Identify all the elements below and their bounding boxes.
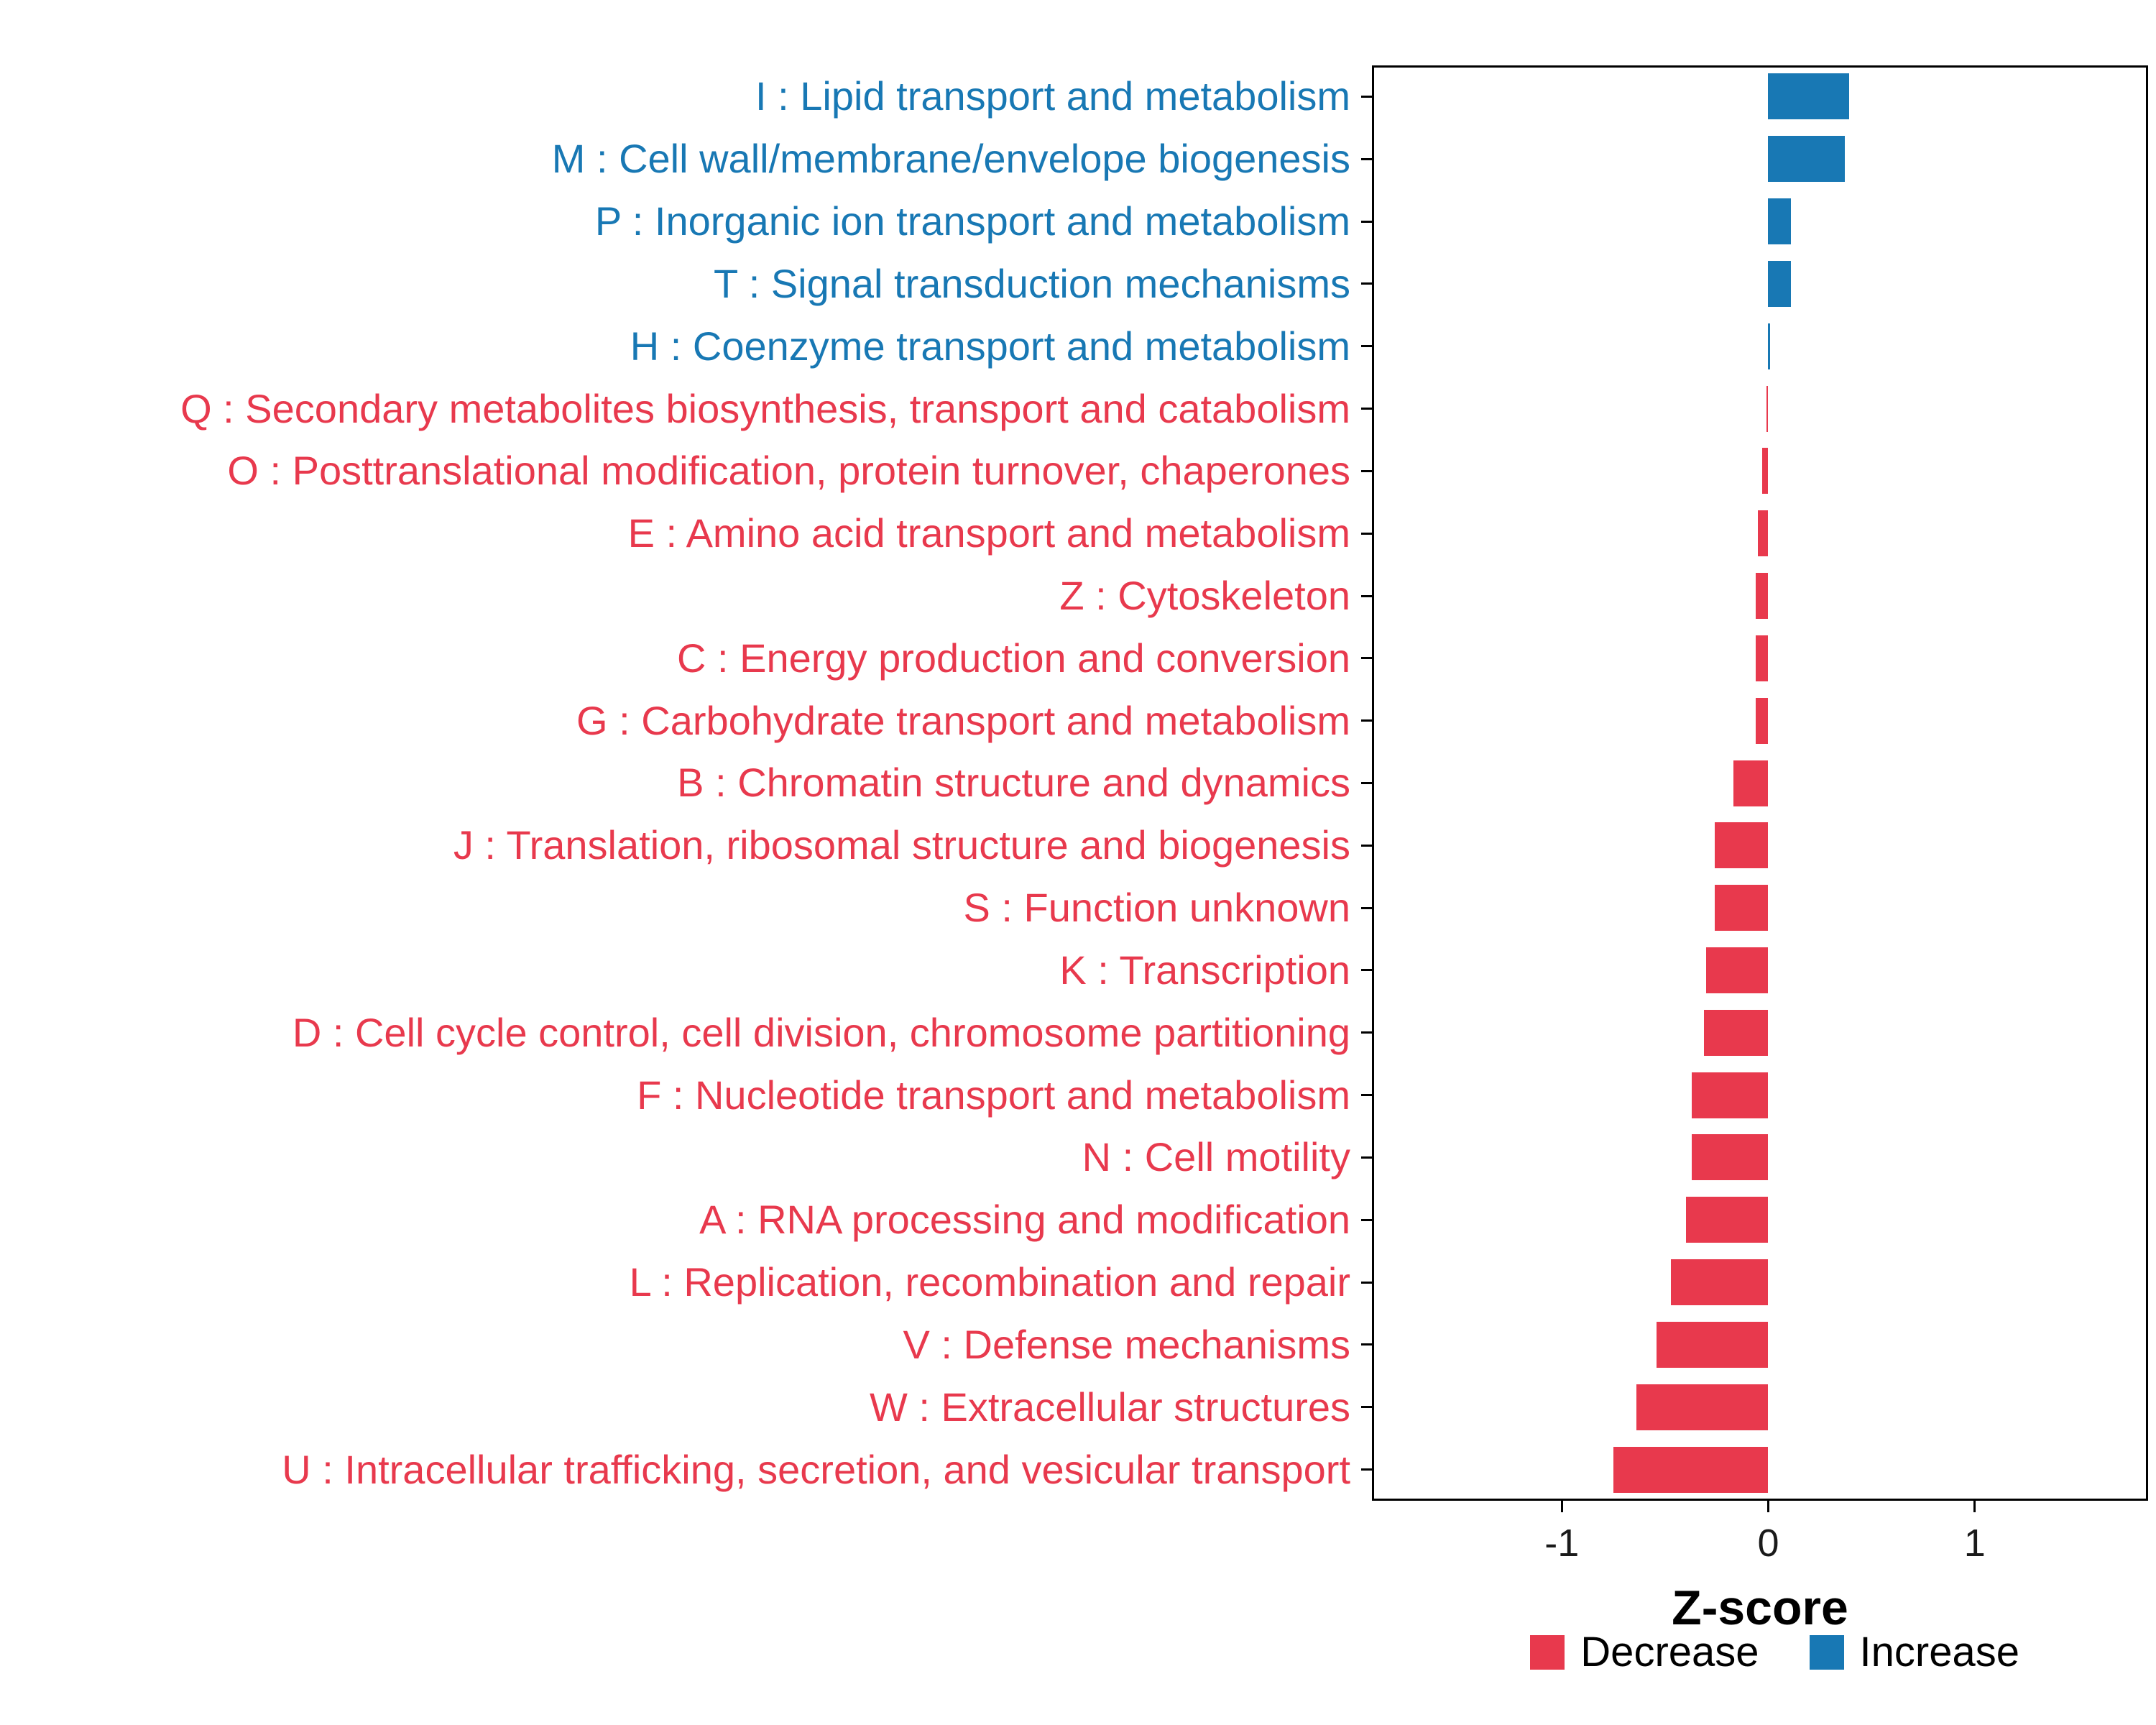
y-tick-mark: [1361, 532, 1372, 535]
legend-item: Increase: [1809, 1628, 2019, 1676]
bar: [1756, 697, 1769, 744]
category-label: B : Chromatin structure and dynamics: [677, 760, 1350, 806]
y-tick-mark: [1361, 1218, 1372, 1221]
bar: [1756, 573, 1769, 620]
x-tick-label: 1: [1963, 1522, 1986, 1565]
category-label: E : Amino acid transport and metabolism: [627, 510, 1350, 556]
bar: [1768, 260, 1792, 307]
legend-swatch: [1530, 1634, 1565, 1670]
bar: [1685, 1197, 1769, 1243]
bar: [1692, 1134, 1769, 1181]
category-label: M : Cell wall/membrane/envelope biogenes…: [551, 136, 1350, 182]
x-tick-label: 0: [1757, 1522, 1779, 1565]
y-tick-mark: [1361, 719, 1372, 722]
category-label: T : Signal transduction mechanisms: [713, 260, 1350, 306]
y-tick-mark: [1361, 782, 1372, 784]
category-label: V : Defense mechanisms: [903, 1321, 1350, 1367]
category-label: K : Transcription: [1059, 947, 1350, 993]
y-tick-mark: [1361, 906, 1372, 909]
y-tick-mark: [1361, 469, 1372, 472]
y-tick-mark: [1361, 1406, 1372, 1409]
y-tick-mark: [1361, 844, 1372, 847]
bar: [1706, 947, 1769, 993]
bar: [1761, 448, 1769, 494]
legend-label: Decrease: [1580, 1629, 1759, 1675]
y-tick-mark: [1361, 1094, 1372, 1097]
bar: [1657, 1321, 1769, 1368]
category-label: G : Carbohydrate transport and metabolis…: [576, 697, 1350, 743]
x-tick-label: -1: [1544, 1522, 1580, 1565]
bar: [1733, 760, 1769, 806]
y-tick-mark: [1361, 345, 1372, 348]
legend: Decrease Increase: [1480, 1628, 2019, 1676]
y-tick-mark: [1361, 1031, 1372, 1034]
bar: [1714, 822, 1769, 869]
bars-layer: [1372, 65, 2148, 1501]
x-tick-mark: [1973, 1501, 1976, 1512]
category-label: O : Posttranslational modification, prot…: [227, 448, 1350, 494]
y-tick-mark: [1361, 95, 1372, 98]
legend-swatch: [1809, 1634, 1844, 1670]
x-axis-title: Z-score: [1672, 1581, 1848, 1635]
category-label: F : Nucleotide transport and metabolism: [637, 1072, 1350, 1118]
x-tick-mark: [1560, 1501, 1563, 1512]
category-label: Z : Cytoskeleton: [1059, 573, 1350, 618]
y-tick-mark: [1361, 1281, 1372, 1284]
category-label: H : Coenzyme transport and metabolism: [630, 323, 1350, 369]
y-tick-mark: [1361, 969, 1372, 972]
y-tick-mark: [1361, 157, 1372, 160]
category-label: Q : Secondary metabolites biosynthesis, …: [180, 385, 1350, 431]
category-label: A : RNA processing and modification: [699, 1197, 1350, 1243]
category-label: I : Lipid transport and metabolism: [755, 73, 1350, 119]
category-label: L : Replication, recombination and repai…: [629, 1259, 1350, 1305]
bar: [1768, 136, 1845, 183]
y-tick-mark: [1361, 594, 1372, 597]
bar: [1768, 198, 1792, 245]
bar: [1768, 323, 1771, 369]
y-tick-mark: [1361, 1468, 1372, 1471]
category-label: U : Intracellular trafficking, secretion…: [282, 1446, 1350, 1492]
x-tick-mark: [1766, 1501, 1769, 1512]
bar: [1671, 1259, 1769, 1306]
y-tick-mark: [1361, 282, 1372, 285]
bar: [1636, 1384, 1769, 1430]
bar: [1756, 635, 1769, 681]
category-label: J : Translation, ribosomal structure and…: [453, 822, 1350, 868]
y-tick-mark: [1361, 657, 1372, 660]
y-tick-mark: [1361, 220, 1372, 223]
bar: [1704, 1009, 1769, 1056]
bar: [1714, 885, 1769, 932]
y-tick-mark: [1361, 1343, 1372, 1346]
category-label: N : Cell motility: [1082, 1134, 1350, 1180]
legend-label: Increase: [1859, 1629, 2019, 1675]
y-tick-mark: [1361, 1156, 1372, 1159]
bar: [1758, 510, 1769, 557]
bar: [1768, 73, 1849, 120]
y-tick-mark: [1361, 408, 1372, 410]
bar: [1692, 1072, 1769, 1118]
bar: [1613, 1446, 1769, 1493]
category-label: C : Energy production and conversion: [677, 635, 1350, 681]
category-label: D : Cell cycle control, cell division, c…: [292, 1009, 1350, 1055]
category-label: P : Inorganic ion transport and metaboli…: [594, 198, 1350, 244]
bar: [1766, 385, 1769, 432]
category-label: W : Extracellular structures: [869, 1384, 1350, 1430]
category-label: S : Function unknown: [963, 885, 1350, 931]
legend-item: Decrease: [1530, 1628, 1759, 1676]
